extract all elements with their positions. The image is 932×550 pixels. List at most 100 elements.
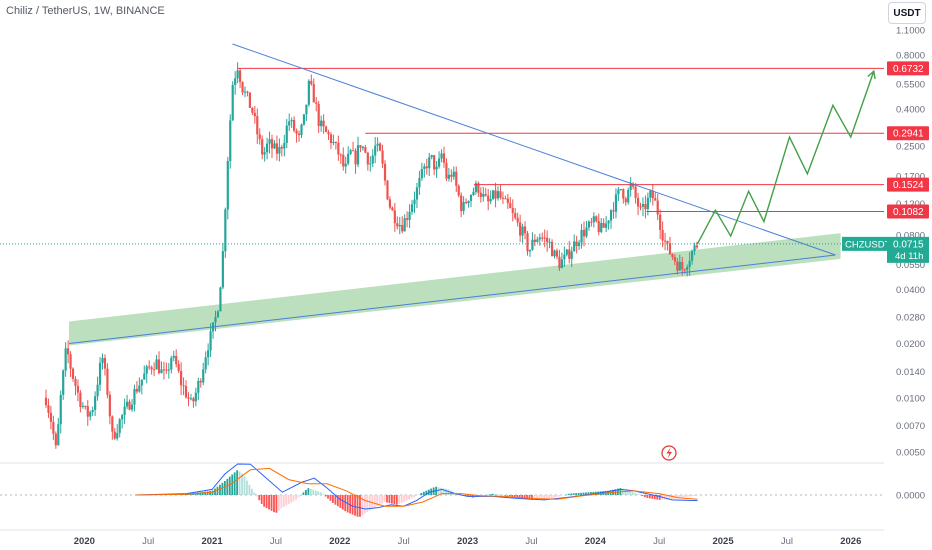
candle-body [69,354,72,369]
macd-histogram-bar [344,495,347,512]
candle-body [369,163,372,165]
candle-body [182,385,185,387]
macd-histogram-bar [211,490,214,495]
lightning-alert-icon[interactable] [661,445,677,461]
candle-body [143,373,146,380]
time-axis[interactable]: 2020 Jul 2021 Jul 2022 Jul 2023 Jul 2024 Jul 2025 J… [74,536,862,547]
candle-body [386,180,389,200]
macd-histogram-bar [309,488,312,495]
macd-histogram-bar [508,495,511,497]
candle-body [415,187,419,200]
macd-histogram-bar [575,493,578,495]
macd-pane [0,463,884,517]
candle-body [67,348,70,355]
candle-body [79,392,82,407]
price-tick-label: 0.8000 [896,50,925,61]
macd-histogram-bar [236,470,239,495]
candle-body [555,250,559,257]
candle-body [452,171,455,177]
macd-histogram-bar [258,495,261,501]
macd-histogram-bar [405,495,408,501]
candle-body [84,405,87,407]
macd-histogram-bar [445,488,447,495]
candle-body [496,191,500,199]
candle-body [371,155,374,164]
candle-body [155,359,158,370]
ascending-trendline [68,254,836,345]
macd-histogram-bar [339,495,342,508]
macd-histogram-bar [273,495,275,513]
macd-histogram-bar [486,494,489,495]
candle-body [167,369,170,371]
candles-layer [44,62,699,449]
candle-body [455,171,458,186]
macd-histogram-bar [253,492,256,495]
price-tick-label: 0.0200 [896,339,925,350]
macd-histogram-bar [324,495,327,497]
macd-histogram-bar [268,495,270,510]
macd-histogram-bar [671,495,673,500]
macd-histogram-bar [292,495,295,502]
time-tick-label: Jul [525,536,537,547]
candle-body [636,197,640,207]
macd-histogram-bar [280,495,283,509]
macd-histogram-bar [233,472,236,495]
candle-body [632,183,635,187]
macd-histogram-bar [395,495,398,505]
candle-body [676,261,679,271]
time-tick-label: Jul [142,536,154,547]
macd-histogram-bar [332,495,334,503]
candle-body [440,153,443,159]
candle-body [349,150,352,154]
candle-body [81,405,84,407]
candle-body [506,198,509,204]
candle-body [197,380,200,393]
candle-body [531,239,534,250]
macd-histogram-bar [275,495,278,513]
candle-body [614,194,618,212]
macd-histogram-bar [494,493,496,495]
price-axis[interactable]: 1.1000 0.8000 0.5500 0.4000 0.2500 0.1700 0.12… [896,26,925,502]
candle-body [327,131,330,135]
candle-body [457,185,460,196]
chart-title: Chiliz / TetherUS, 1W, BINANCE [6,5,165,17]
macd-histogram-bar [636,493,639,495]
candle-body [216,311,220,318]
macd-histogram-bar [629,491,632,495]
candle-body [315,102,318,104]
candle-body [261,139,264,155]
currency-button[interactable]: USDT [888,2,926,24]
candle-body [568,249,571,259]
macd-histogram-bar [246,480,248,495]
grid-layer [0,462,884,531]
macd-histogram-bar [668,495,671,500]
macd-histogram-bar [634,492,637,495]
candle-body [398,225,401,227]
candle-body [251,107,254,113]
candle-body [582,229,586,237]
candle-body [464,202,468,204]
candle-body [199,380,202,383]
macd-histogram-bar [376,495,379,507]
candle-body [585,227,588,237]
candle-body [150,367,153,370]
macd-histogram-bar [390,495,393,504]
candle-body [543,237,546,239]
candle-body [344,163,347,167]
candle-body [693,245,696,252]
macd-histogram-bar [312,489,315,495]
candle-body [162,369,166,371]
candle-body [96,384,99,397]
candle-body [629,183,632,190]
candle-body [293,119,296,131]
macd-histogram-bar [403,495,406,502]
candle-body [396,223,399,227]
price-tick-label: 0.0140 [896,367,925,378]
candle-body [47,405,50,413]
candle-body [678,261,681,271]
macd-histogram-bar [422,491,425,495]
candle-body [258,134,261,140]
candle-body [602,222,605,228]
level-price-tag [887,204,929,219]
